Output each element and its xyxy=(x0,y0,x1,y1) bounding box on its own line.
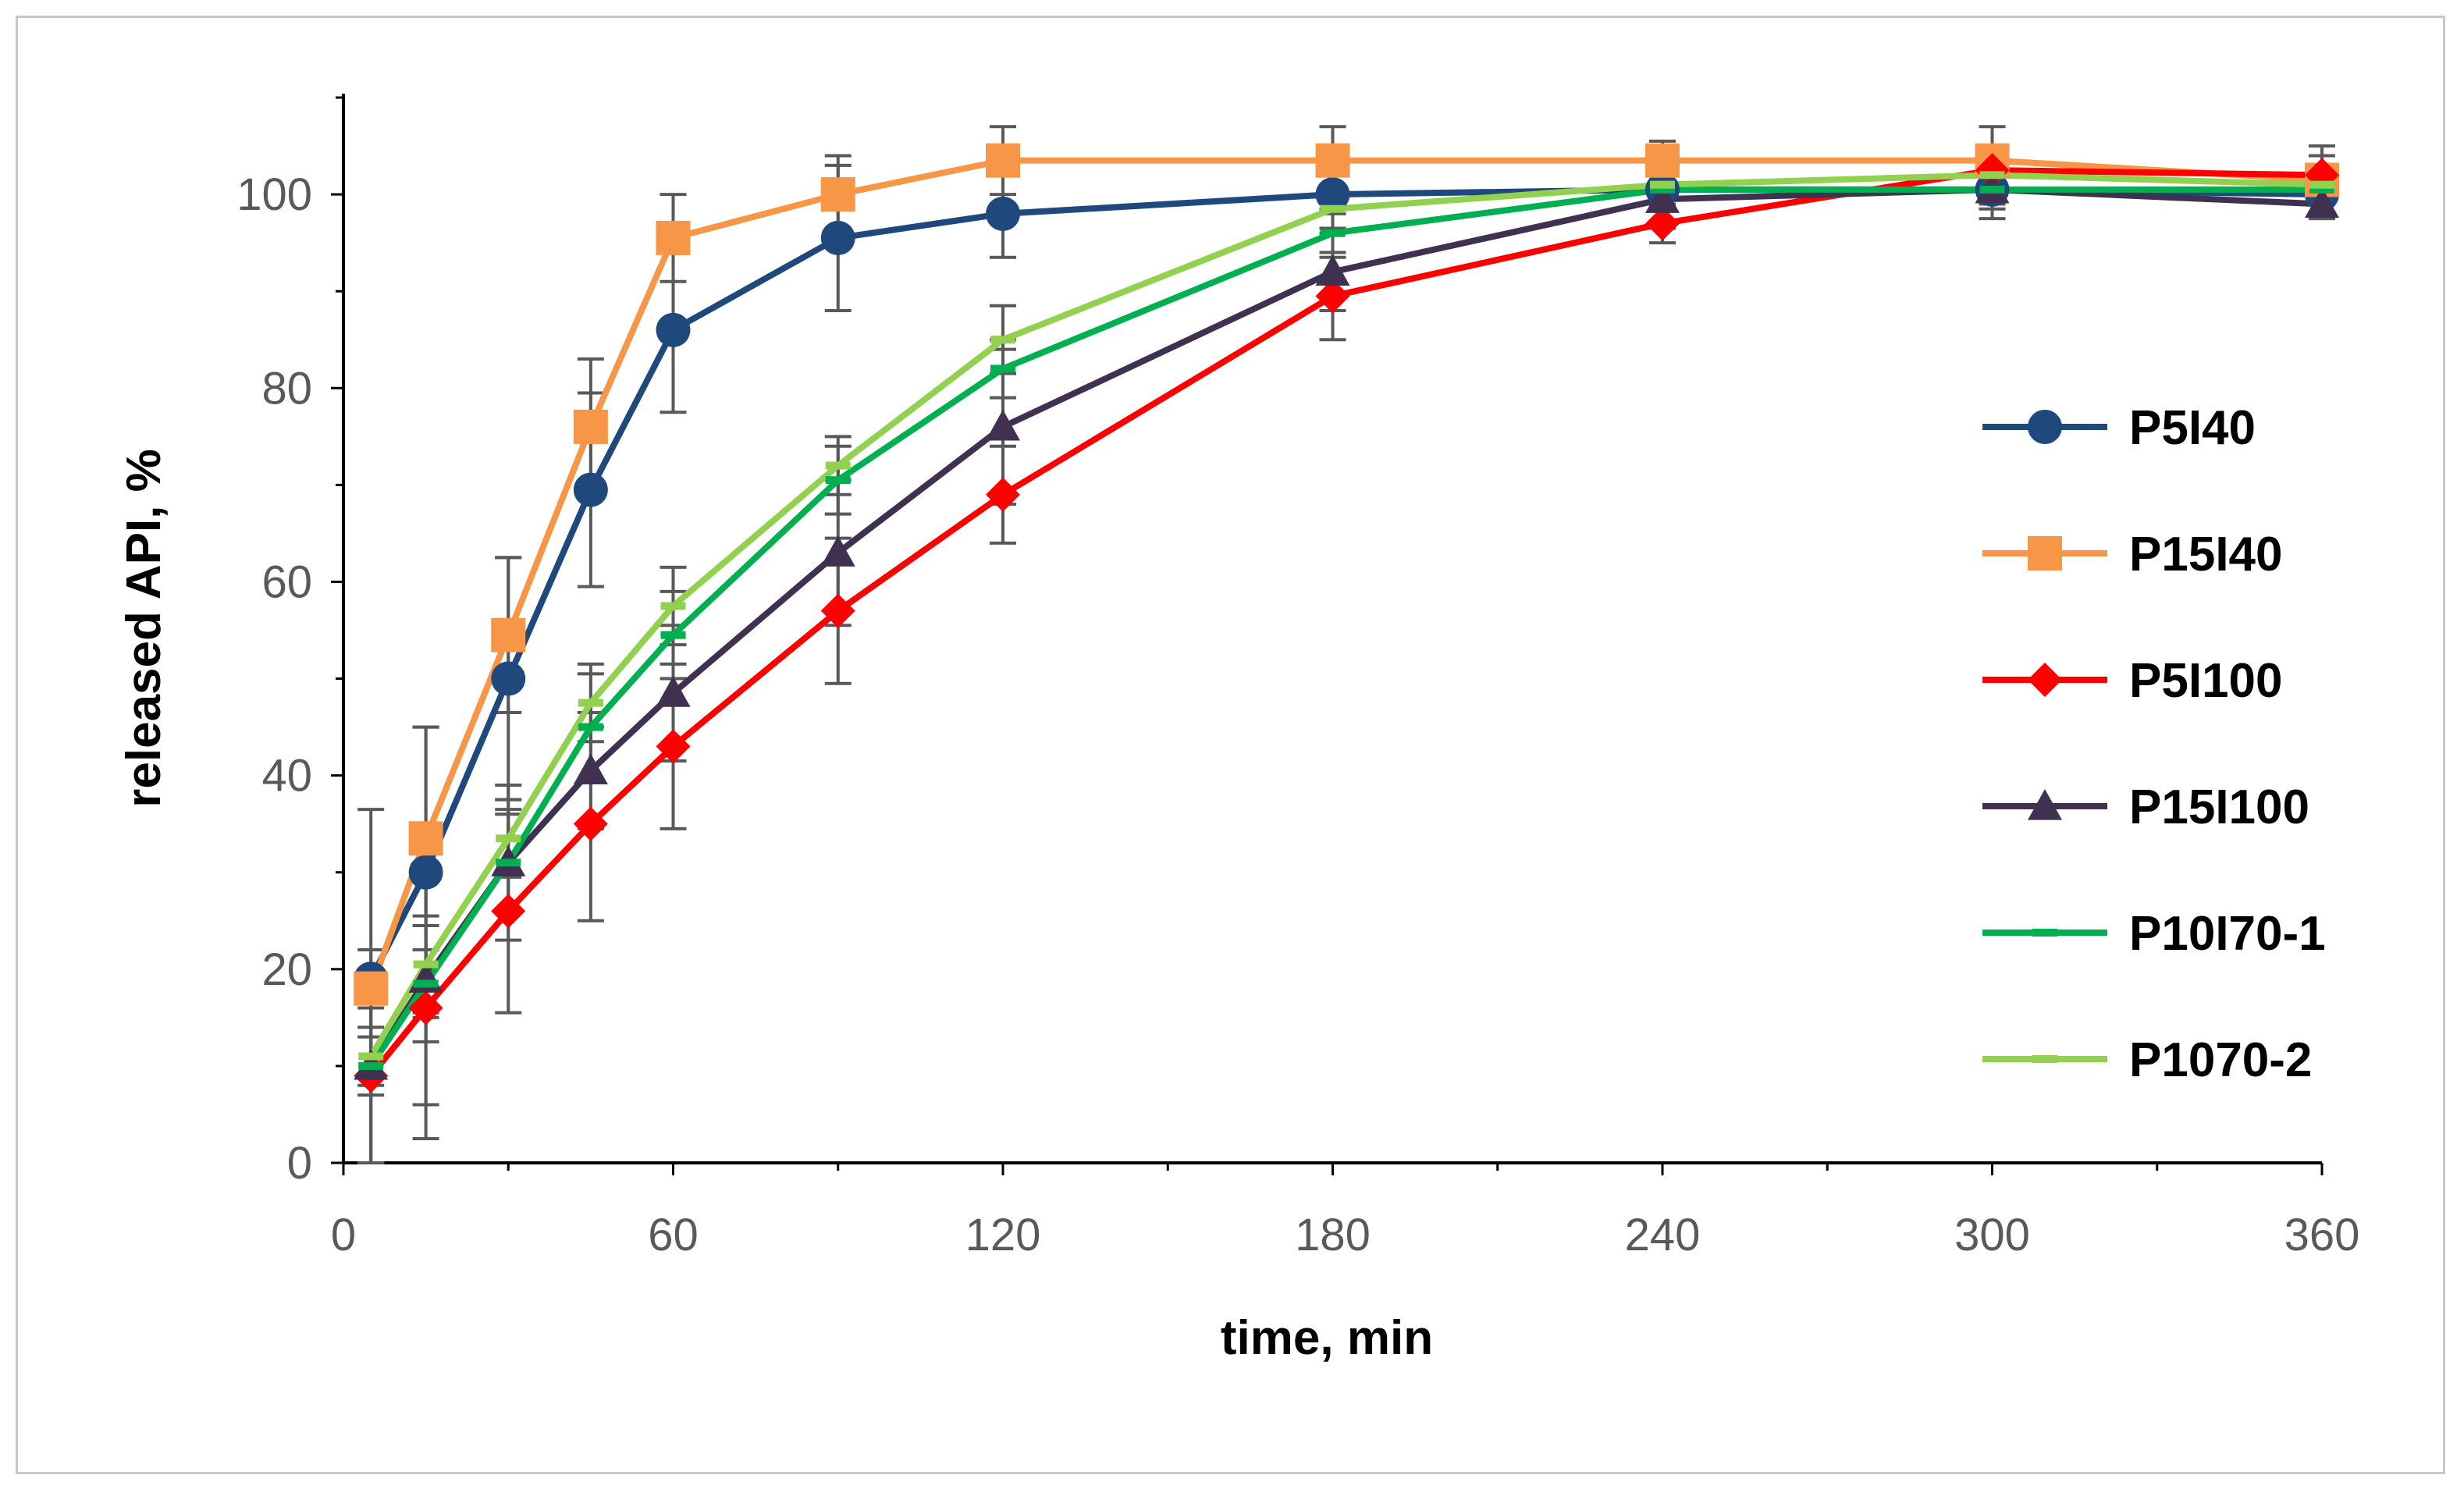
y-tick-label: 20 xyxy=(261,944,312,995)
data-point xyxy=(656,729,691,764)
data-point xyxy=(496,834,521,843)
x-tick-label: 360 xyxy=(2284,1210,2360,1260)
data-point xyxy=(358,1061,384,1070)
legend-label: P15I100 xyxy=(2129,780,2309,834)
data-point xyxy=(1650,185,1675,194)
data-point xyxy=(491,894,526,929)
data-point xyxy=(413,960,439,969)
data-point xyxy=(986,477,1020,512)
data-point xyxy=(408,855,443,890)
axes: 0 20 40 60 80 100 0 60 120 180 240 300 360 xyxy=(236,94,2359,1260)
data-point xyxy=(573,806,608,841)
data-point xyxy=(1645,182,1680,213)
data-point xyxy=(1979,185,2005,194)
legend-label: P1070-2 xyxy=(2129,1033,2312,1087)
x-tick-label: 180 xyxy=(1295,1210,1371,1260)
data-point xyxy=(354,971,389,1006)
data-point xyxy=(990,364,1015,373)
legend-marker xyxy=(2032,1055,2057,1063)
x-tick-label: 0 xyxy=(331,1210,356,1260)
y-axis-title: released API, % xyxy=(117,449,171,808)
data-point xyxy=(573,409,608,444)
legend-label: P5I100 xyxy=(2129,654,2283,708)
data-point xyxy=(2309,185,2334,194)
data-point xyxy=(578,723,603,731)
data-point xyxy=(820,177,855,212)
legend-marker xyxy=(2028,663,2062,697)
data-point xyxy=(1315,254,1350,286)
data-point xyxy=(820,593,855,628)
x-tick-label: 60 xyxy=(648,1210,699,1260)
data-point xyxy=(1979,171,2005,180)
data-point xyxy=(2305,187,2339,219)
legend-label: P10I70-1 xyxy=(2129,907,2326,961)
series-line xyxy=(368,167,2323,1078)
legend-marker xyxy=(2028,410,2062,444)
x-tick-label: 300 xyxy=(1954,1210,2030,1260)
data-point xyxy=(1650,180,1675,189)
y-tick-label: 0 xyxy=(287,1138,312,1189)
data-point xyxy=(990,336,1015,344)
legend: P5I40 P15I40 P5I100 P15I100 P10I70-1 P1070-2 xyxy=(1982,401,2326,1087)
y-tick-label: 60 xyxy=(261,556,312,607)
data-point xyxy=(656,220,691,255)
data-point xyxy=(656,676,691,707)
data-point xyxy=(986,409,1020,441)
data-point xyxy=(656,312,691,347)
data-point xyxy=(573,753,608,785)
y-tick-label: 80 xyxy=(261,363,312,414)
data-point xyxy=(491,617,526,652)
data-point xyxy=(1645,206,1680,241)
data-point xyxy=(986,196,1020,231)
data-point xyxy=(820,535,855,567)
legend-label: P15I40 xyxy=(2129,528,2283,581)
data-point xyxy=(2309,180,2334,189)
data-point xyxy=(573,472,608,507)
x-axis-title: time, min xyxy=(1221,1311,1433,1365)
data-point xyxy=(408,990,443,1026)
data-point xyxy=(660,631,686,639)
data-point xyxy=(820,220,855,255)
data-point xyxy=(1315,143,1350,178)
series-line xyxy=(368,172,2323,1058)
data-point xyxy=(1320,229,1346,237)
data-point xyxy=(491,661,526,696)
series-markers xyxy=(354,143,2339,1093)
legend-marker xyxy=(2032,929,2057,937)
data-point xyxy=(986,143,1020,178)
data-point xyxy=(358,1052,384,1061)
legend-label: P5I40 xyxy=(2129,401,2256,455)
data-point xyxy=(660,602,686,610)
data-point xyxy=(825,476,851,485)
x-tick-label: 240 xyxy=(1625,1210,1701,1260)
data-point xyxy=(408,821,443,856)
data-point xyxy=(413,979,439,988)
data-point xyxy=(1645,143,1680,178)
y-tick-label: 100 xyxy=(236,169,312,220)
data-point xyxy=(825,461,851,470)
data-point xyxy=(1315,279,1350,314)
chart-frame xyxy=(16,16,2445,1474)
x-tick-label: 120 xyxy=(965,1210,1041,1260)
y-tick-label: 40 xyxy=(261,751,312,802)
legend-marker xyxy=(2028,789,2062,820)
series-line xyxy=(368,186,2323,981)
legend-marker xyxy=(2028,536,2062,571)
data-point xyxy=(496,858,521,867)
data-point xyxy=(578,699,603,707)
data-point xyxy=(1320,204,1346,213)
data-point xyxy=(1315,177,1350,212)
